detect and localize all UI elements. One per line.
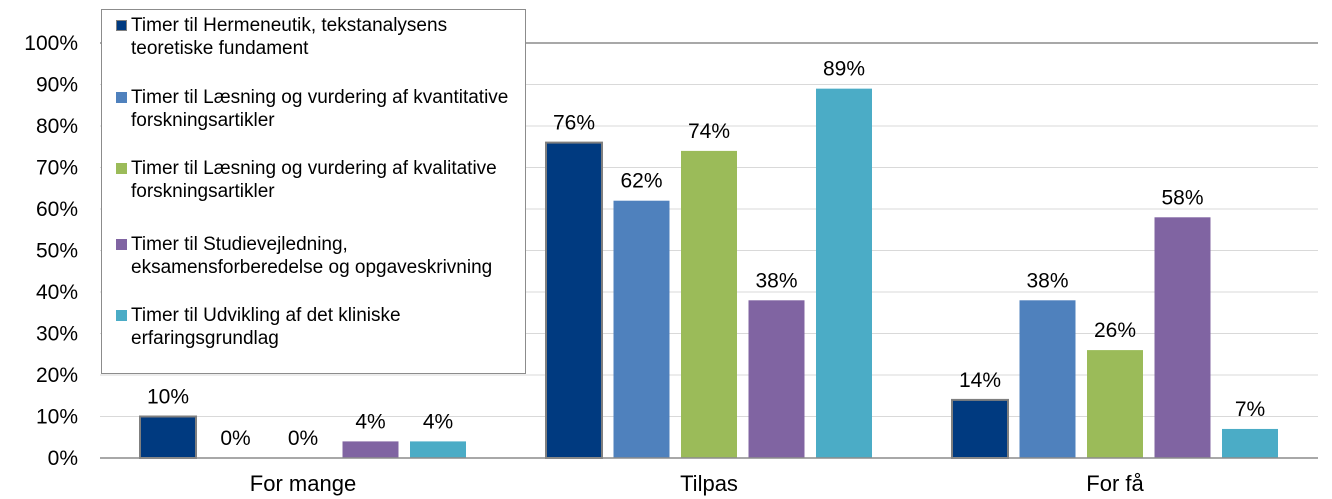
bar — [1019, 300, 1076, 458]
data-label: 76% — [553, 112, 595, 135]
bar — [816, 88, 872, 459]
y-tick-label: 30% — [36, 323, 78, 346]
bar — [1222, 428, 1278, 458]
legend-swatch — [116, 310, 127, 321]
data-label: 89% — [823, 58, 865, 81]
data-label: 0% — [288, 427, 318, 450]
x-category-label: For mange — [250, 471, 356, 496]
bar — [1154, 217, 1211, 458]
legend: Timer til Hermeneutik, tekstanalysens te… — [101, 9, 526, 374]
y-tick-label: 20% — [36, 364, 78, 387]
bar — [681, 150, 737, 458]
bar — [951, 398, 1009, 459]
y-axis-ticks: 0% 10% 20% 30% 40% 50% 60% 70% 80% 90% 100% — [24, 32, 78, 470]
bar — [139, 415, 197, 459]
legend-label: Timer til Hermeneutik, tekstanalysens te… — [131, 15, 448, 59]
legend-swatch — [116, 20, 127, 31]
legend-swatch — [116, 92, 127, 103]
legend-item: Timer til Studievejledning, eksamensforb… — [116, 233, 516, 279]
bar — [410, 441, 466, 458]
data-label: 4% — [355, 410, 385, 433]
data-label: 38% — [1026, 269, 1068, 292]
x-axis-categories: For mange Tilpas For få — [250, 471, 1145, 496]
y-tick-label: 90% — [36, 74, 78, 97]
legend-item: Timer til Udvikling af det kliniske erfa… — [116, 304, 516, 350]
y-tick-label: 0% — [48, 447, 78, 470]
data-labels: 10% 0% 0% 4% 4% 76% 62% 74% 38% 89% 14% 38% 26% 58% 7% — [147, 58, 1265, 450]
data-label: 0% — [220, 427, 250, 450]
bar — [342, 441, 399, 458]
data-label: 38% — [755, 269, 797, 292]
x-category-label: Tilpas — [680, 471, 738, 496]
y-tick-label: 80% — [36, 115, 78, 138]
data-label: 74% — [688, 120, 730, 143]
y-tick-label: 50% — [36, 240, 78, 263]
data-label: 26% — [1094, 319, 1136, 342]
legend-swatch — [116, 239, 127, 250]
bars — [139, 88, 1278, 459]
data-label: 10% — [147, 386, 189, 409]
legend-item: Timer til Hermeneutik, tekstanalysens te… — [116, 14, 516, 60]
bar — [1087, 350, 1143, 458]
data-label: 4% — [423, 410, 453, 433]
data-label: 14% — [959, 369, 1001, 392]
data-label: 58% — [1161, 186, 1203, 209]
bar — [613, 200, 670, 458]
y-tick-label: 70% — [36, 157, 78, 180]
legend-swatch — [116, 163, 127, 174]
y-tick-label: 100% — [24, 32, 78, 55]
y-tick-label: 40% — [36, 281, 78, 304]
legend-label: Timer til Udvikling af det kliniske erfa… — [131, 305, 401, 349]
y-tick-label: 60% — [36, 198, 78, 221]
bar — [748, 300, 805, 458]
legend-label: Timer til Læsning og vurdering af kvalit… — [131, 158, 497, 202]
data-label: 62% — [620, 170, 662, 193]
legend-item: Timer til Læsning og vurdering af kvalit… — [116, 157, 516, 203]
data-label: 7% — [1235, 398, 1265, 421]
legend-label: Timer til Læsning og vurdering af kvanti… — [131, 87, 509, 131]
legend-item: Timer til Læsning og vurdering af kvanti… — [116, 86, 516, 132]
x-category-label: For få — [1086, 471, 1144, 496]
y-tick-label: 10% — [36, 406, 78, 429]
legend-label: Timer til Studievejledning, eksamensforb… — [131, 234, 493, 278]
bar — [545, 141, 603, 459]
